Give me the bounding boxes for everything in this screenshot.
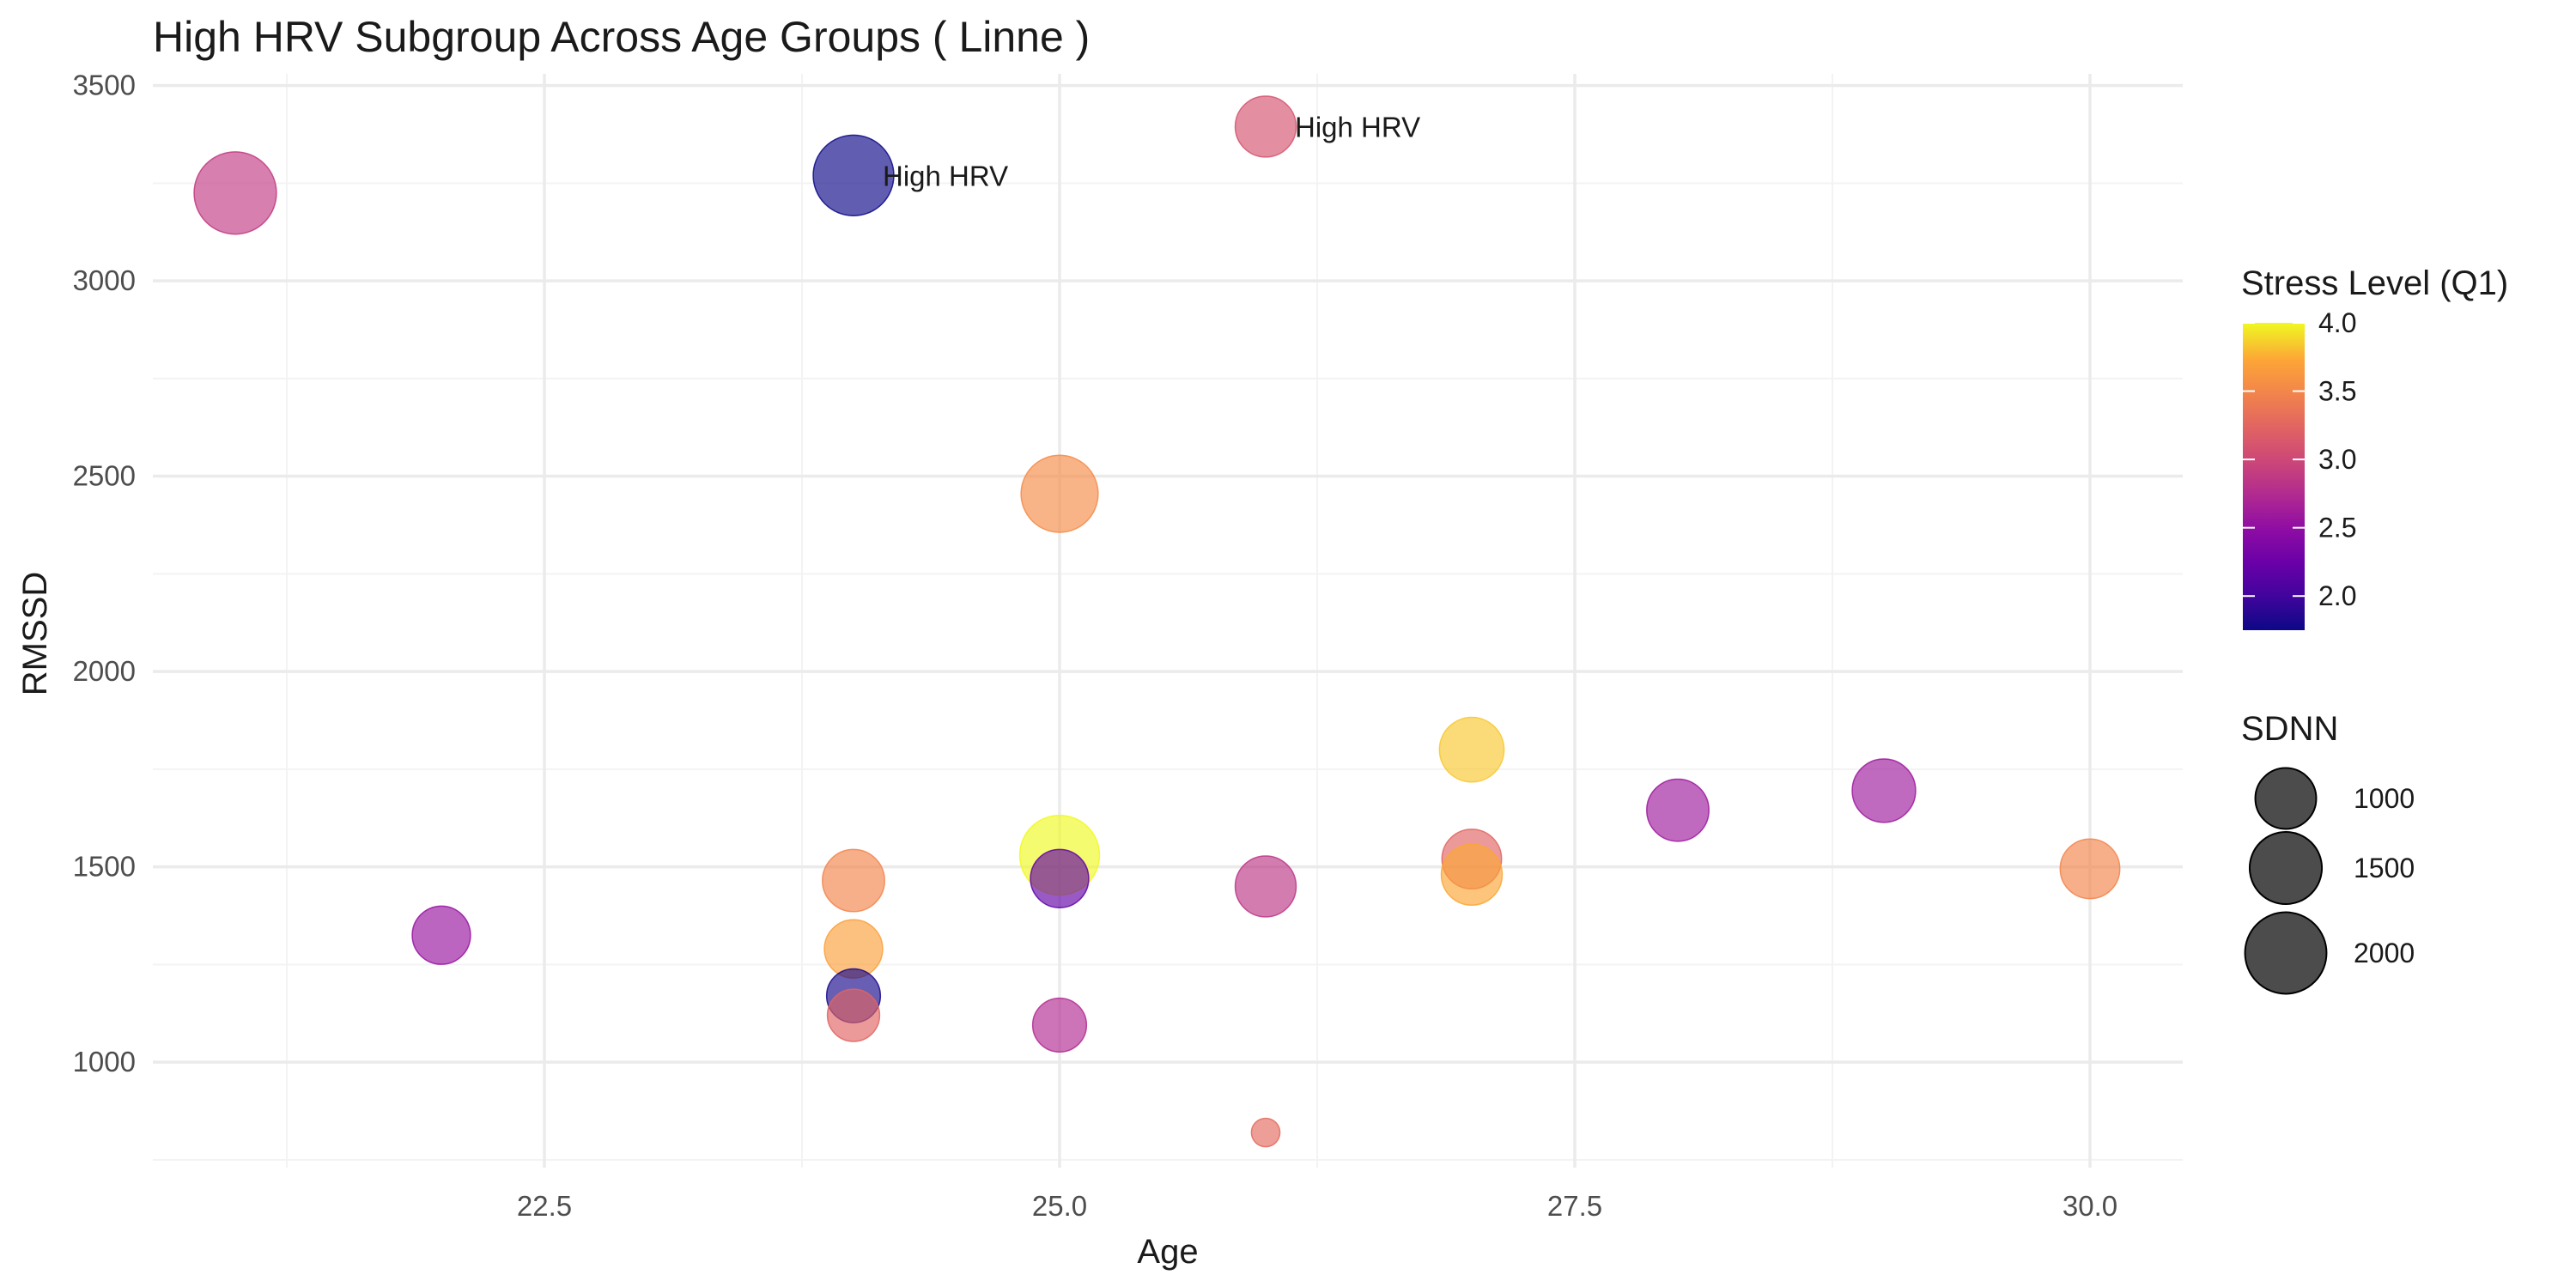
data-point	[411, 905, 471, 965]
color-legend-title: Stress Level (Q1)	[2241, 264, 2508, 302]
y-tick-label: 3500	[73, 70, 136, 101]
x-tick-label: 30.0	[2063, 1190, 2117, 1222]
color-legend-bar	[2243, 323, 2305, 630]
data-point	[1438, 716, 1505, 783]
size-legend-items: 1000 1500 2000	[2244, 767, 2415, 995]
size-legend-title: SDNN	[2241, 710, 2338, 748]
annotations: High HRV High HRV	[883, 111, 1420, 191]
data-point	[1020, 454, 1099, 533]
x-axis-title: Age	[1137, 1233, 1198, 1271]
data-point	[812, 134, 895, 216]
x-tick-label: 27.5	[1547, 1190, 1602, 1222]
data-point	[1030, 848, 1090, 908]
color-legend-ticks: 2.0 2.5 3.0 3.5 4.0	[2243, 307, 2356, 611]
size-legend-key	[2254, 767, 2318, 830]
data-point	[826, 988, 881, 1042]
data-point	[2059, 838, 2121, 900]
y-axis-ticks: 1000 1500 2000 2500 3000 3500	[73, 70, 136, 1078]
data-point	[1234, 95, 1297, 158]
data-point	[1646, 778, 1710, 842]
color-legend: Stress Level (Q1) 2.0 2.5 3.0 3.5 4.0	[2241, 264, 2508, 630]
color-legend-label: 4.0	[2318, 307, 2356, 338]
size-legend-key	[2248, 830, 2324, 906]
y-tick-label: 3000	[73, 264, 136, 296]
data-point	[822, 848, 885, 913]
minor-gridlines	[153, 74, 2183, 1168]
data-point	[1250, 1117, 1281, 1148]
data-point	[193, 151, 277, 235]
color-legend-label: 3.0	[2318, 444, 2356, 475]
data-point	[1234, 855, 1297, 918]
annotation-label: High HRV	[1295, 111, 1420, 143]
y-tick-label: 2500	[73, 460, 136, 492]
annotation-label: High HRV	[883, 160, 1008, 191]
data-point	[1440, 843, 1504, 906]
color-legend-label: 3.5	[2318, 376, 2356, 407]
x-axis-ticks: 22.5 25.0 27.5 30.0	[517, 1190, 2117, 1222]
size-legend-label: 2000	[2354, 938, 2415, 968]
size-legend-key	[2244, 911, 2328, 995]
y-tick-label: 1000	[73, 1046, 136, 1078]
y-tick-label: 2000	[73, 655, 136, 687]
y-tick-label: 1500	[73, 851, 136, 883]
chart-title: High HRV Subgroup Across Age Groups ( Li…	[153, 13, 1090, 61]
size-legend-label: 1000	[2354, 783, 2415, 814]
color-legend-label: 2.0	[2318, 580, 2356, 611]
size-legend: SDNN 1000 1500 2000	[2241, 710, 2415, 995]
x-tick-label: 25.0	[1032, 1190, 1087, 1222]
data-point	[1031, 997, 1088, 1053]
x-tick-label: 22.5	[517, 1190, 572, 1222]
data-point	[1851, 758, 1917, 823]
size-legend-label: 1500	[2354, 853, 2415, 883]
data-points	[193, 95, 2121, 1148]
y-axis-title: RMSSD	[16, 572, 54, 695]
color-legend-label: 2.5	[2318, 513, 2356, 543]
major-gridlines	[153, 74, 2183, 1168]
